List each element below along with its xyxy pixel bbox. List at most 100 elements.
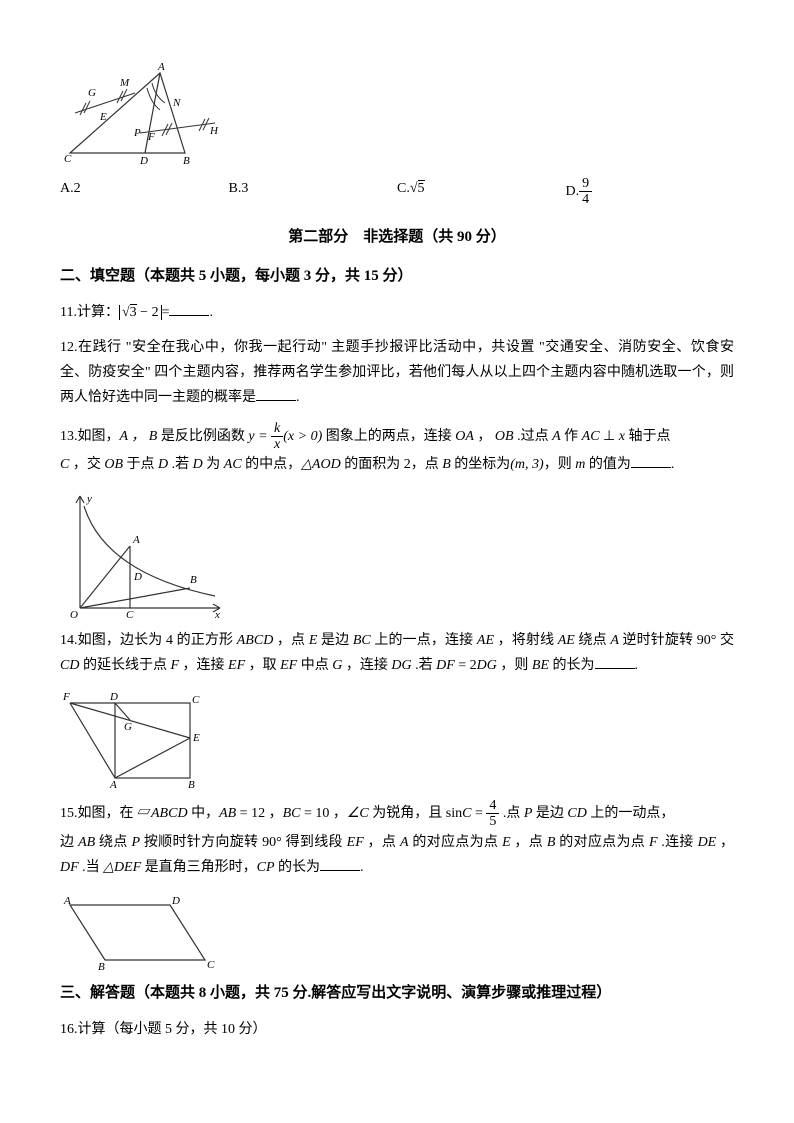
q15-p16: 是直角三角形时， — [141, 860, 257, 875]
q12-blank — [256, 386, 296, 401]
q13-p2j: 的值为 — [585, 457, 631, 472]
svg-text:P: P — [133, 127, 141, 139]
q14-ef2: EF — [280, 658, 297, 673]
q14-p6: 绕点 — [575, 633, 611, 648]
choice-c-sqrt: 5 — [418, 180, 425, 196]
q15-comma: ， — [716, 835, 734, 850]
svg-text:C: C — [126, 609, 134, 618]
choice-d: D.94 — [566, 176, 735, 208]
q15-p7: 边 — [60, 835, 78, 850]
q16: 16.计算（每小题 5 分，共 10 分） — [60, 1017, 734, 1042]
q15-abcd: ABCD — [151, 806, 188, 821]
q10-figure: A B C D E F G H M N P — [60, 58, 734, 168]
q15-ev: E — [502, 835, 511, 850]
svg-text:M: M — [119, 77, 130, 89]
choice-d-num: 9 — [579, 176, 592, 192]
svg-text:A: A — [157, 61, 165, 73]
q14-f: F — [170, 658, 179, 673]
q14-cd: CD — [60, 658, 79, 673]
q14-g: G — [332, 658, 342, 673]
q13-ac: AC — [582, 429, 600, 444]
q13-p1b: 是反比例函数 — [157, 429, 248, 444]
q13-a: A — [552, 429, 561, 444]
choice-c-prefix: C. — [397, 181, 410, 196]
q15-p14: .连接 — [658, 835, 694, 850]
q13-cond: (x > 0) — [283, 429, 322, 444]
q10-choices: A.2 B.3 C.√5 D.94 — [60, 176, 734, 208]
q10-svg: A B C D E F G H M N P — [60, 58, 220, 168]
q14-p16: ，则 — [497, 658, 532, 673]
q15-bc: BC — [283, 806, 301, 821]
choice-d-prefix: D. — [566, 184, 580, 199]
q13-den: x — [271, 437, 283, 452]
q13-p2d: .若 — [168, 457, 193, 472]
q15-p9: 按顺时针方向旋转 90° 得到线段 — [140, 835, 347, 850]
choice-d-den: 4 — [579, 192, 592, 207]
q14-blank — [595, 654, 635, 669]
q11-prefix: 11.计算： — [60, 305, 119, 320]
svg-text:C: C — [64, 153, 72, 165]
svg-text:y: y — [86, 493, 92, 505]
q13-c1: ， — [474, 429, 495, 444]
q15-p2: 中， — [188, 806, 220, 821]
q15-cd2: CD — [567, 806, 586, 821]
q13-ob: OB — [495, 429, 514, 444]
svg-text:A: A — [63, 895, 71, 907]
svg-text:D: D — [133, 571, 142, 583]
q13-coord: (m, 3) — [510, 457, 543, 472]
q11-minus: − 2 — [137, 305, 159, 320]
q15-angc: ∠C — [347, 806, 369, 821]
svg-text:A: A — [109, 779, 117, 788]
q14-p14: .若 — [412, 658, 437, 673]
q13-p2b: ，交 — [69, 457, 104, 472]
q14-p17: 的长为 — [549, 658, 595, 673]
q15-eq2: = 10 ， — [300, 806, 346, 821]
q15-p2v: P — [131, 835, 140, 850]
q13-p2h: 的坐标为 — [451, 457, 511, 472]
svg-text:D: D — [139, 155, 148, 167]
q13-m: m — [575, 457, 585, 472]
svg-text:B: B — [188, 779, 195, 788]
svg-text:G: G — [88, 87, 96, 99]
q13-blank — [631, 453, 671, 468]
q14-p3: 是边 — [317, 633, 353, 648]
q15-p6: 上的一动点， — [587, 806, 675, 821]
svg-text:F: F — [147, 131, 155, 143]
q13-ac2: AC — [224, 457, 242, 472]
q13-oa: OA — [455, 429, 474, 444]
q14-a: A — [610, 633, 619, 648]
choice-b: B.3 — [229, 176, 398, 208]
choice-c: C.√5 — [397, 176, 566, 208]
q11-sqrt: 3 — [130, 304, 137, 320]
q15-p10: ，点 — [364, 835, 400, 850]
q15-eq3: = — [471, 806, 486, 821]
q15-ab: AB — [219, 806, 236, 821]
q14-p13: ，连接 — [342, 658, 391, 673]
svg-text:D: D — [109, 691, 118, 703]
q15-p15: .当 — [79, 860, 104, 875]
q15-df: DF — [60, 860, 79, 875]
q13-p2g: 的面积为 2，点 — [341, 457, 443, 472]
q13: 13.如图，A ， B 是反比例函数 y = kx(x > 0) 图象上的两点，… — [60, 421, 734, 478]
q15-p3: 为锐角，且 sin — [369, 806, 462, 821]
svg-text:N: N — [172, 97, 181, 109]
q15-svg: A B C D — [60, 890, 220, 970]
q13-tri: △AOD — [301, 457, 341, 472]
q13-svg: y x O A B C D — [60, 488, 230, 618]
svg-text:E: E — [192, 732, 200, 744]
q13-d2: D — [193, 457, 203, 472]
q14-p7: 逆时针旋转 — [619, 633, 693, 648]
q13-p1d: .过点 — [514, 429, 553, 444]
q15: 15.如图，在 ▱ABCD 中，AB = 12 ，BC = 10 ，∠C 为锐角… — [60, 798, 734, 880]
q13-p1f: 轴于点 — [625, 429, 671, 444]
q15-blank — [320, 856, 360, 871]
q14-ae: AE — [477, 633, 494, 648]
q14-ef: EF — [228, 658, 245, 673]
q14-p12: 中点 — [297, 658, 332, 673]
q13-d: D — [158, 457, 168, 472]
q14-be: BE — [532, 658, 549, 673]
q15-num: 4 — [486, 798, 499, 814]
q15-p17: 的长为 — [275, 860, 321, 875]
q13-perp: ⊥ — [600, 429, 619, 444]
q13-ab: A ， B — [120, 429, 158, 444]
